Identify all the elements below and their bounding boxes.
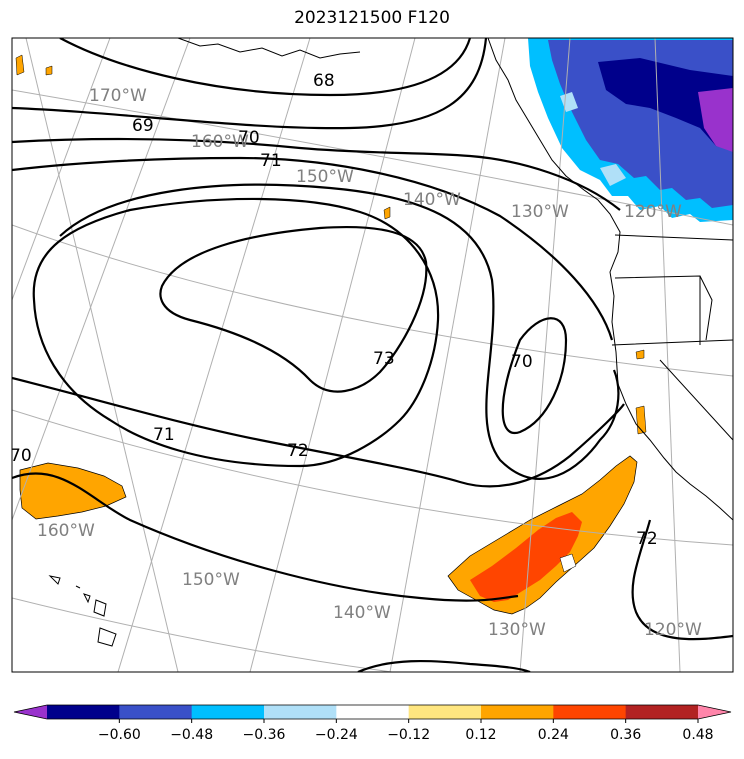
colorbar-tick-label: −0.60 — [98, 727, 141, 743]
map-area: 68 69 70 71 73 72 70 71 72 70 170°W 160°… — [10, 38, 733, 672]
lon-label: 120°W — [624, 202, 682, 222]
lon-label: 130°W — [511, 202, 569, 222]
colorbar-bin — [264, 705, 337, 719]
lon-label: 150°W — [182, 570, 240, 590]
contour-label: 68 — [313, 71, 335, 91]
colorbar-extend-low — [14, 705, 47, 719]
longitude-labels: 170°W 160°W 150°W 140°W 130°W 120°W 160°… — [37, 86, 702, 640]
colorbar-tick-label: 0.36 — [610, 727, 641, 743]
contour-label: 73 — [373, 349, 395, 369]
contour-label: 69 — [132, 116, 154, 136]
colorbar-tick-label: 0.24 — [538, 727, 569, 743]
colorbar-bin — [481, 705, 554, 719]
contour-label: 72 — [287, 441, 309, 461]
colorbar-bin — [625, 705, 699, 719]
colorbar-tick-label: 0.12 — [465, 727, 496, 743]
colorbar-tick-label: 0.48 — [682, 727, 713, 743]
colorbar-bin — [336, 705, 410, 719]
colorbar-extend-high — [698, 705, 731, 719]
lon-label: 150°W — [296, 167, 354, 187]
contour-label: 70 — [511, 352, 533, 372]
contour-label: 71 — [260, 151, 282, 171]
map-frame — [11, 37, 734, 673]
lon-label: 140°W — [403, 190, 461, 210]
lon-label: 160°W — [191, 132, 249, 152]
colorbar: −0.60 −0.48 −0.36 −0.24 −0.12 0.12 0.24 0.36 0.4… — [13, 704, 732, 743]
colorbar-tick-label: −0.48 — [170, 727, 213, 743]
contour-label: 70 — [238, 128, 260, 148]
colorbar-bin — [119, 705, 193, 719]
colorbar-tick-label: −0.24 — [315, 727, 358, 743]
lon-label: 160°W — [37, 521, 95, 541]
colorbar-tick-label: −0.36 — [243, 727, 286, 743]
colorbar-tick-label: −0.12 — [387, 727, 430, 743]
contour-lines — [12, 38, 733, 672]
colorbar-bin — [191, 705, 265, 719]
coastline — [48, 38, 733, 647]
colorbar-bin — [47, 705, 120, 719]
colorbar-bin — [553, 705, 627, 719]
map-title: 2023121500 F120 — [294, 8, 450, 28]
colorbar-bin — [408, 705, 482, 719]
lon-label: 170°W — [89, 86, 147, 106]
contour-label: 72 — [636, 529, 658, 549]
lon-label: 140°W — [333, 603, 391, 623]
contour-label: 71 — [153, 425, 175, 445]
contour-label: 70 — [10, 446, 32, 466]
colorbar-outline — [13, 704, 732, 720]
positive-anomaly-region — [15, 54, 647, 615]
lon-label: 130°W — [488, 620, 546, 640]
contour-labels: 68 69 70 71 73 72 70 71 72 70 — [10, 71, 658, 549]
lon-label: 120°W — [644, 620, 702, 640]
